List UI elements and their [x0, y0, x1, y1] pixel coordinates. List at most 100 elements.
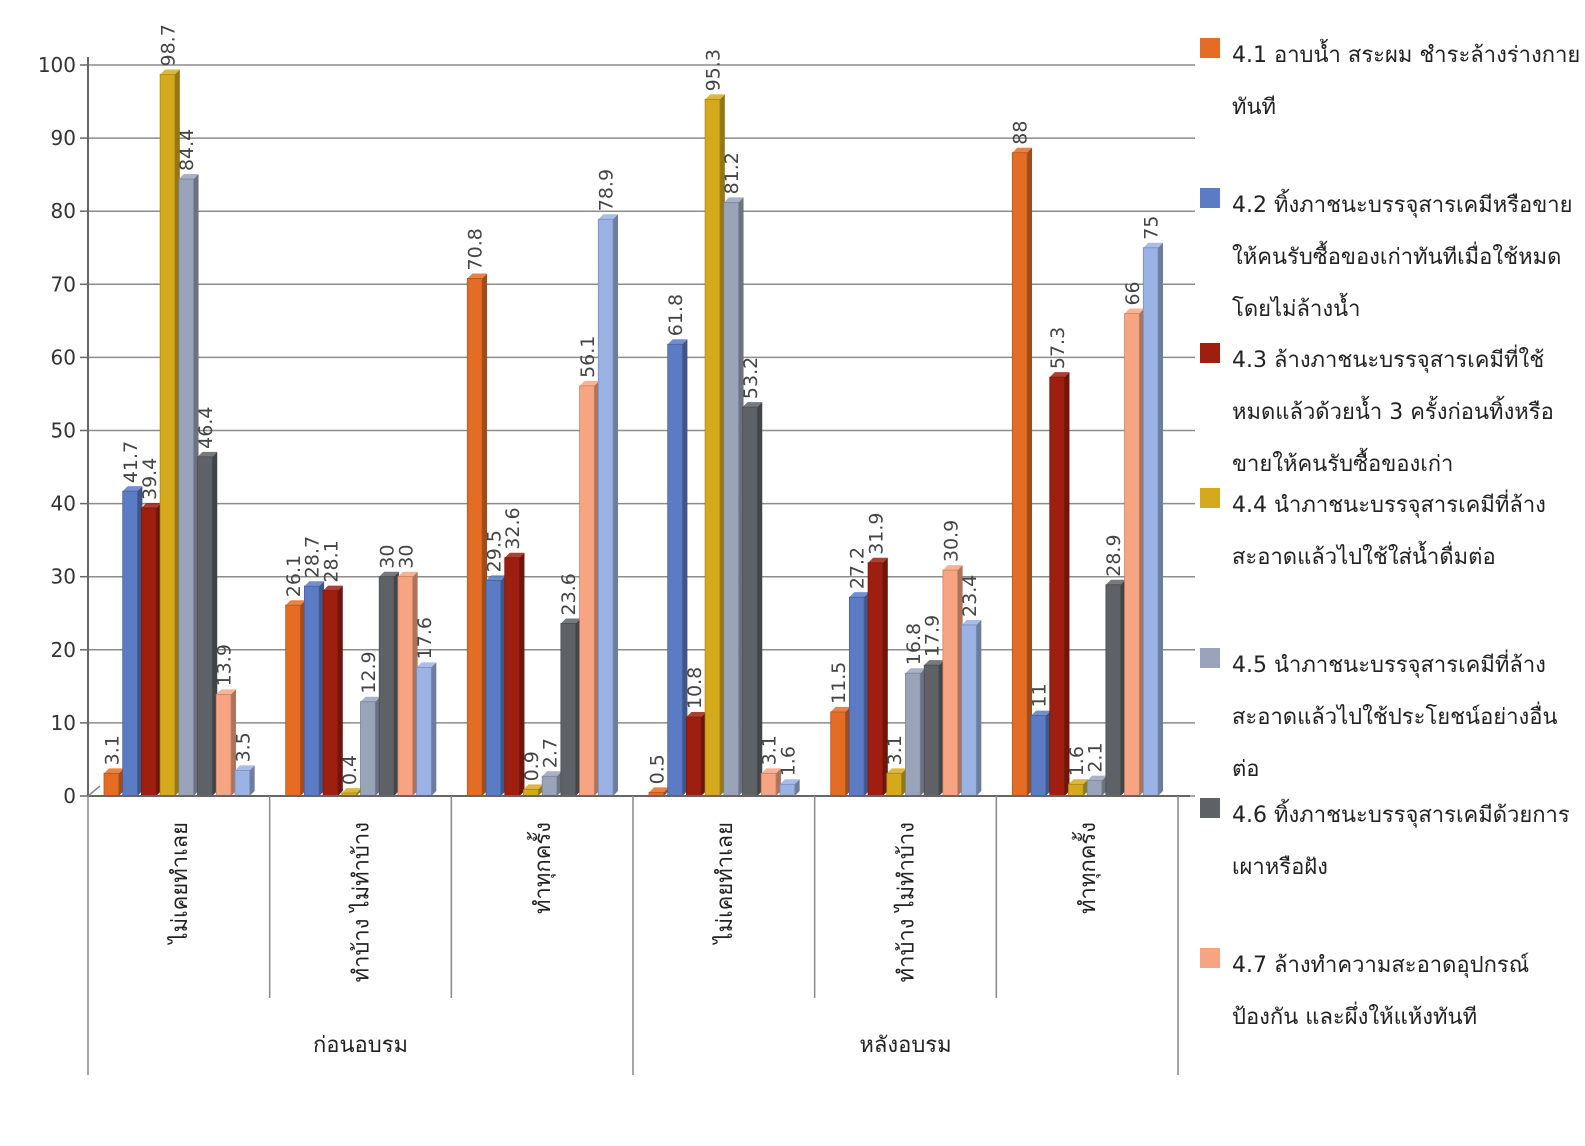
legend-swatch	[1200, 188, 1220, 208]
bar-value-label: 66	[1122, 281, 1144, 305]
bar	[159, 74, 176, 797]
bar-value-label: 39.4	[139, 458, 161, 500]
category-label: ทำทุกครั้ง	[527, 822, 556, 914]
y-tick-label: 10	[51, 711, 76, 735]
bar-top	[542, 771, 562, 777]
bar	[923, 664, 940, 797]
legend-swatch	[1200, 798, 1220, 818]
bar-top	[560, 618, 581, 624]
bar-value-label: 1.6	[1066, 746, 1088, 776]
category-label: ทำบ้าง ไม่ทำบ้าง	[349, 822, 375, 982]
bar	[466, 278, 483, 797]
bar-top	[924, 660, 944, 666]
bar	[667, 343, 683, 797]
bar-value-label: 78.9	[596, 169, 618, 211]
bar-value-label: 30	[395, 545, 417, 569]
legend-swatch	[1200, 343, 1220, 363]
y-axis-ticks: 0 10 20 30 40 50 60 70 80 90 100	[38, 53, 88, 808]
bar	[1068, 783, 1084, 797]
y-tick-label: 60	[51, 345, 76, 369]
bar-top	[1143, 242, 1163, 248]
bar	[886, 772, 902, 797]
bar-top	[486, 575, 506, 581]
bar	[723, 202, 739, 797]
legend-label: 4.2 ทิ้งภาชนะบรรจุสารเคมีหรือขายให้คนรับ…	[1232, 193, 1573, 322]
bar-side	[682, 339, 688, 796]
bar-top	[216, 689, 236, 695]
bar	[1105, 584, 1121, 797]
y-tick-label: 90	[51, 126, 76, 150]
bar	[1030, 715, 1047, 797]
bar	[541, 775, 558, 797]
bar-value-label: 70.8	[465, 228, 487, 270]
category-label: ทำบ้าง ไม่ทำบ้าง	[894, 822, 920, 982]
bar-value-label: 32.6	[502, 507, 524, 549]
bar-value-label: 28.7	[302, 536, 324, 578]
bar	[560, 623, 576, 797]
legend-item: 4.3 ล้างภาชนะบรรจุสารเคมีที่ใช้หมดแล้วด้…	[1200, 335, 1585, 491]
bar-value-label: 46.4	[195, 407, 217, 449]
bar-side	[976, 619, 982, 796]
bar-value-label: 0.4	[339, 755, 361, 785]
bar-side	[757, 402, 763, 796]
bar	[360, 701, 376, 797]
legend-item: 4.2 ทิ้งภาชนะบรรจุสารเคมีหรือขายให้คนรับ…	[1200, 180, 1585, 336]
bar	[848, 596, 865, 797]
bar-top	[742, 402, 763, 408]
legend-item: 4.5 นำภาชนะบรรจุสารเคมีที่ล้างสะอาดแล้วไ…	[1200, 640, 1585, 796]
bar-value-label: 81.2	[721, 152, 743, 194]
bar-side	[431, 662, 437, 796]
bar-top	[849, 592, 870, 598]
bar-top	[1124, 308, 1145, 314]
bar-top	[397, 571, 418, 577]
bar-side	[1064, 372, 1070, 796]
y-tick-label: 0	[63, 784, 76, 808]
bar-value-label: 11.5	[828, 662, 850, 704]
bar-value-label: 61.8	[665, 294, 687, 336]
bar-side	[249, 765, 255, 796]
bar-top	[723, 197, 744, 203]
bar-top	[504, 552, 525, 558]
bar-side	[613, 214, 618, 797]
bar-value-label: 3.1	[759, 735, 781, 765]
bar-value-label: 28.9	[1103, 534, 1125, 576]
bar	[234, 770, 251, 797]
bar-top	[686, 712, 707, 718]
y-tick-label: 80	[51, 199, 76, 223]
bar	[378, 576, 395, 797]
bar	[942, 569, 959, 797]
bar	[1011, 152, 1028, 797]
bar-value-label: 23.4	[959, 575, 981, 617]
bar-top	[579, 380, 600, 386]
legend-swatch	[1200, 38, 1220, 58]
bar	[285, 604, 301, 797]
bar-value-label: 2.1	[1085, 742, 1107, 772]
bar-top	[1031, 710, 1051, 716]
axes	[87, 57, 1190, 797]
bar-side	[337, 585, 343, 796]
bar-top	[1012, 147, 1033, 153]
legend-swatch	[1200, 648, 1220, 668]
bar-side	[794, 779, 800, 796]
bar-top	[141, 502, 162, 508]
bar-top	[598, 214, 618, 220]
bar	[905, 672, 921, 797]
bar-side	[519, 552, 525, 796]
bar	[1049, 376, 1065, 797]
y-tick-label: 20	[51, 638, 76, 662]
bar-value-label: 12.9	[358, 651, 380, 693]
bar-top	[1068, 779, 1089, 785]
bar-value-label: 0.9	[521, 751, 543, 781]
bar-value-label: 57.3	[1047, 327, 1069, 369]
y-tick-label: 30	[51, 565, 76, 589]
bar-value-label: 16.8	[903, 623, 925, 665]
bar-top	[304, 581, 325, 587]
legend-label: 4.4 นำภาชนะบรรจุสารเคมีที่ล้างสะอาดแล้วไ…	[1232, 493, 1546, 570]
bar-top	[942, 565, 963, 571]
bar-top	[961, 619, 982, 625]
bar-top	[523, 784, 544, 790]
group-label: หลังอบรม	[859, 1033, 951, 1058]
bar-value-label: 1.6	[777, 746, 799, 776]
bar-value-label: 10.8	[684, 667, 706, 709]
